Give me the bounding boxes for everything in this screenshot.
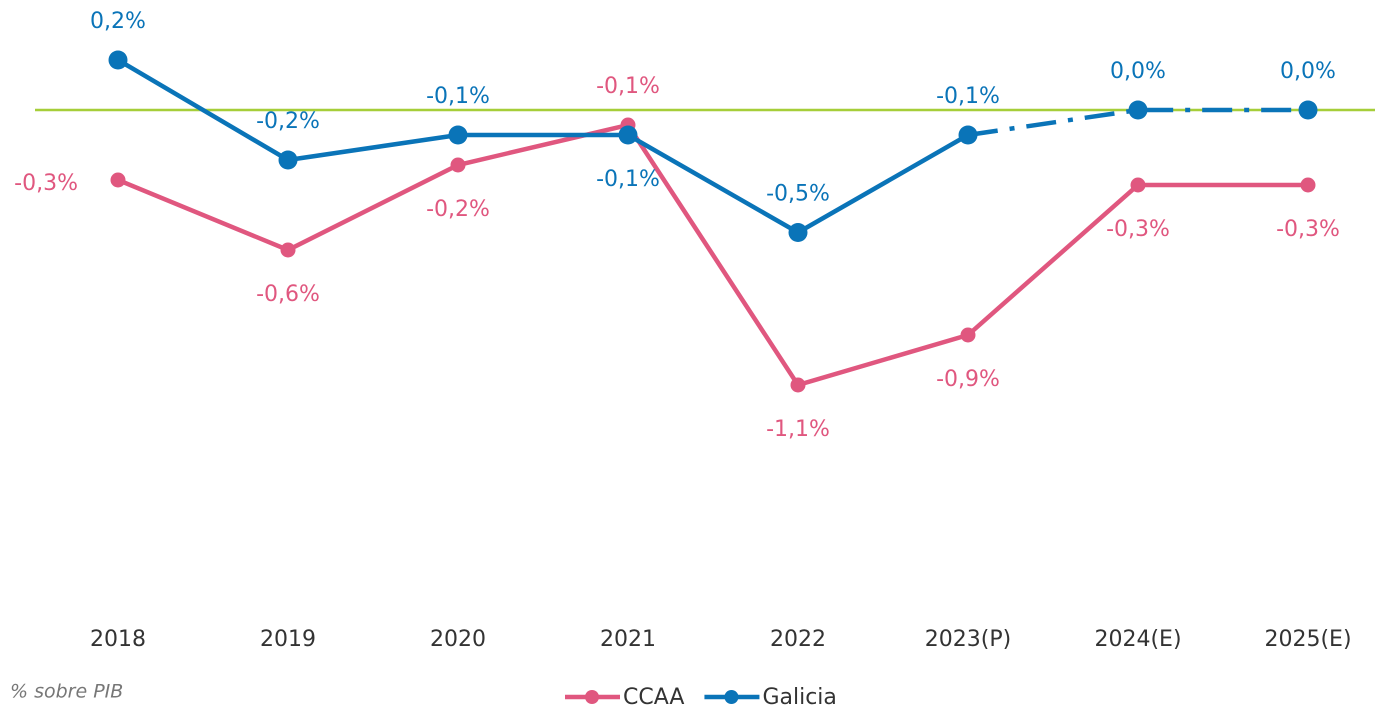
marker: [278, 150, 298, 170]
data-label: -1,1%: [766, 417, 830, 442]
legend-marker: [724, 690, 739, 704]
x-tick-label: 2020: [430, 627, 486, 652]
marker: [788, 223, 808, 242]
legend-label: Galicia: [762, 685, 836, 710]
marker: [618, 125, 638, 145]
marker: [958, 125, 978, 145]
data-label: 0,0%: [1110, 59, 1166, 84]
marker: [448, 125, 468, 145]
x-tick-label: 2018: [90, 627, 146, 652]
x-tick-label: 2023(P): [925, 627, 1011, 652]
data-label: -0,5%: [766, 182, 830, 207]
data-label: -0,2%: [426, 197, 490, 222]
legend-marker: [585, 690, 599, 704]
marker: [960, 327, 976, 343]
data-label: -0,3%: [1106, 217, 1170, 242]
data-label: -0,1%: [936, 84, 1000, 109]
series-line: [116, 58, 970, 236]
x-tick-label: 2025(E): [1264, 627, 1351, 652]
data-label: -0,1%: [596, 167, 660, 192]
series-line: [117, 122, 1308, 388]
data-label: 0,0%: [1280, 59, 1336, 84]
data-label: -0,6%: [256, 282, 320, 307]
marker: [108, 50, 128, 70]
x-tick-label: 2024(E): [1094, 627, 1181, 652]
marker: [1128, 100, 1148, 120]
note: % sobre PIB: [10, 681, 123, 703]
x-tick-label: 2019: [260, 627, 316, 652]
data-label: -0,3%: [1276, 217, 1340, 242]
data-label: -0,1%: [596, 74, 660, 99]
legend-label: CCAA: [623, 685, 684, 710]
marker: [450, 157, 466, 173]
marker: [1298, 100, 1318, 120]
data-label: 0,2%: [90, 9, 146, 34]
marker: [1300, 177, 1316, 193]
marker: [1130, 177, 1146, 193]
data-label: -0,2%: [256, 109, 320, 134]
marker: [280, 242, 296, 258]
marker: [110, 172, 126, 188]
data-label: -0,9%: [936, 367, 1000, 392]
data-label: -0,1%: [426, 84, 490, 109]
marker: [790, 377, 806, 393]
data-label: -0,3%: [14, 171, 78, 196]
x-tick-label: 2021: [600, 627, 656, 652]
x-tick-label: 2022: [770, 627, 826, 652]
